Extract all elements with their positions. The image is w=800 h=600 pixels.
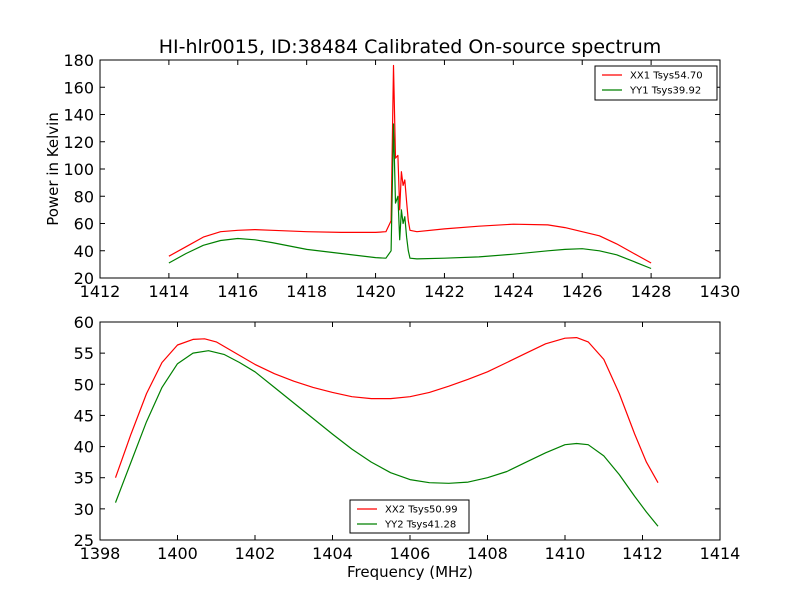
- top-y-tick-label: 140: [63, 106, 94, 125]
- top-legend-label-2: YY1 Tsys39.92: [629, 86, 701, 97]
- bottom-x-tick-label: 1402: [235, 544, 276, 563]
- bottom-x-tick-label: 1408: [467, 544, 508, 563]
- bottom-y-tick-label: 30: [74, 500, 94, 519]
- bottom-x-axis-label: Frequency (MHz): [347, 563, 473, 581]
- top-x-tick-label: 1418: [286, 282, 327, 301]
- top-y-tick-label: 60: [74, 215, 94, 234]
- chart-title: HI-hlr0015, ID:38484 Calibrated On-sourc…: [159, 36, 662, 58]
- top-x-tick-label: 1412: [80, 282, 121, 301]
- bottom-legend: XX2 Tsys50.99 YY2 Tsys41.28: [349, 499, 470, 534]
- bottom-x-tick-label: 1406: [390, 544, 431, 563]
- bottom-legend-label-1: XX2 Tsys50.99: [385, 505, 458, 516]
- bottom-y-tick-label: 25: [74, 531, 94, 550]
- bottom-y-tick-label: 50: [74, 375, 94, 394]
- top-y-tick-label: 180: [63, 51, 94, 70]
- bottom-series-line-1: [114, 337, 659, 483]
- top-x-tick-label: 1420: [355, 282, 396, 301]
- bottom-series-line-2: [114, 350, 659, 527]
- bottom-y-tick-label: 40: [74, 438, 94, 457]
- bottom-x-tick-label: 1398: [80, 544, 121, 563]
- top-y-tick-label: 40: [74, 242, 94, 261]
- top-x-tick-label: 1422: [424, 282, 465, 301]
- bottom-x-tick-label: 1414: [700, 544, 741, 563]
- top-series-line-2: [168, 123, 652, 270]
- bottom-legend-box: [349, 499, 470, 534]
- top-x-tick-label: 1428: [631, 282, 672, 301]
- top-y-tick-label: 160: [63, 78, 94, 97]
- top-legend-label-1: XX1 Tsys54.70: [630, 71, 703, 82]
- top-y-axis-label: Power in Kelvin: [44, 112, 62, 226]
- bottom-x-tick-label: 1412: [622, 544, 663, 563]
- bottom-y-tick-label: 35: [74, 469, 94, 488]
- top-y-tick-label: 100: [63, 160, 94, 179]
- top-legend-box: [594, 65, 718, 101]
- top-x-tick-label: 1416: [217, 282, 258, 301]
- top-y-tick-label: 20: [74, 269, 94, 288]
- bottom-x-tick-label: 1400: [157, 544, 198, 563]
- top-y-tick-label: 120: [63, 133, 94, 152]
- bottom-y-tick-label: 45: [74, 406, 94, 425]
- top-plot-panel: 1412 1414 1416 1418 1420 1422 1424 1426 1428 1430…: [63, 51, 740, 301]
- bottom-x-tick-label: 1404: [312, 544, 353, 563]
- top-series-line-1: [168, 64, 652, 264]
- top-legend: XX1 Tsys54.70 YY1 Tsys39.92: [594, 65, 718, 101]
- top-x-tick-label: 1424: [493, 282, 534, 301]
- top-y-tick-label: 80: [74, 187, 94, 206]
- bottom-plot-panel: 1398 1400 1402 1404 1406 1408 1410 1412 1414 25 30…: [74, 313, 741, 563]
- top-x-tick-label: 1426: [562, 282, 603, 301]
- bottom-y-tick-label: 55: [74, 344, 94, 363]
- top-x-tick-label: 1430: [700, 282, 741, 301]
- top-x-tick-label: 1414: [149, 282, 190, 301]
- bottom-y-tick-label: 60: [74, 313, 94, 332]
- bottom-x-tick-label: 1410: [545, 544, 586, 563]
- bottom-legend-label-2: YY2 Tsys41.28: [384, 520, 456, 531]
